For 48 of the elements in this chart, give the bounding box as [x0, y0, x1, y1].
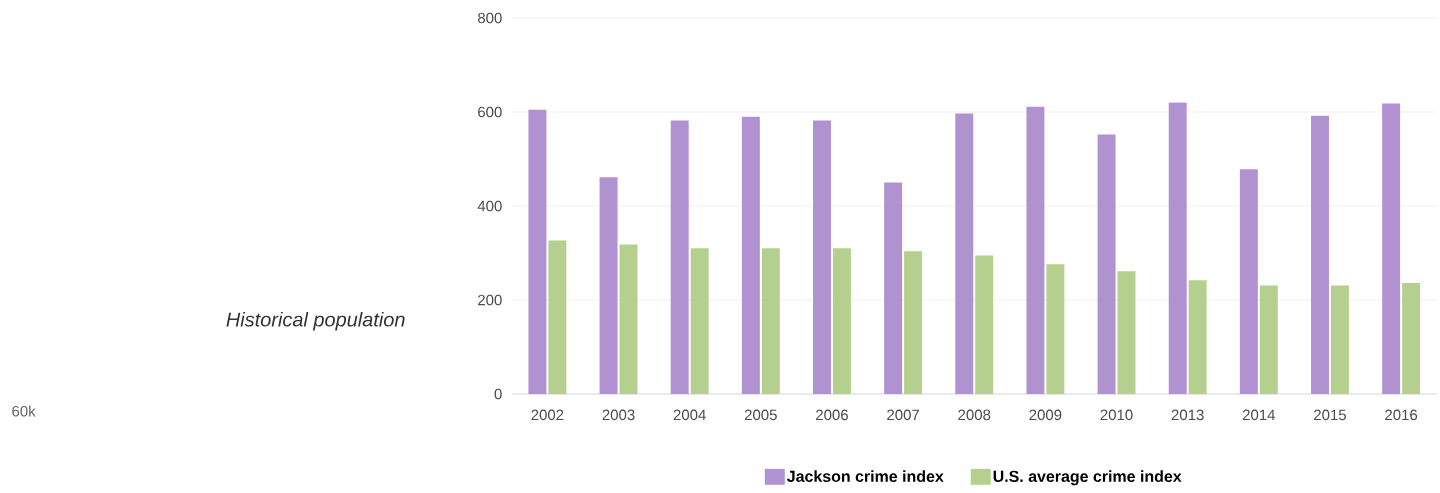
bar: [599, 177, 618, 395]
y-tick-label: 800: [478, 12, 502, 24]
x-tick-label: 2004: [673, 409, 706, 421]
bar: [832, 248, 851, 395]
legend-label: Jackson crime index: [787, 470, 944, 483]
x-tick-label: 2015: [1314, 409, 1346, 421]
bar: [741, 116, 760, 395]
bar: [528, 109, 547, 395]
bar: [1259, 285, 1278, 395]
text: 60k: [12, 405, 36, 417]
y-tick-label: 600: [478, 106, 502, 118]
legend-label: U.S. average crime index: [993, 470, 1182, 486]
bar: [1097, 134, 1116, 395]
y-tick-label: 400: [477, 200, 502, 212]
bar: [1239, 169, 1258, 395]
y-tick-label: 0: [494, 388, 502, 400]
x-tick-label: 2008: [958, 409, 991, 421]
bar: [1117, 271, 1136, 395]
bar: [761, 248, 780, 395]
bar: [1046, 264, 1065, 395]
bar: [813, 120, 831, 395]
x-tick-label: 2003: [602, 409, 635, 421]
bar: [884, 182, 903, 395]
bar: [548, 240, 567, 395]
x-tick-label: 2009: [1029, 409, 1062, 421]
x-tick-label: 2013: [1171, 409, 1204, 421]
x-tick-label: 2007: [887, 409, 919, 421]
bar: [670, 120, 689, 395]
bar: [1168, 102, 1187, 395]
x-tick-label: 2010: [1100, 409, 1133, 421]
bar: [975, 255, 994, 395]
bar: [1330, 285, 1349, 395]
x-tick-label: 2014: [1242, 409, 1276, 421]
y-tick-label: 200: [478, 294, 502, 306]
x-tick-label: 2016: [1385, 409, 1418, 421]
bar: [690, 248, 709, 395]
bar: [904, 251, 923, 395]
x-tick-label: 2006: [816, 409, 848, 421]
x-tick-label: 2002: [531, 409, 564, 421]
bar: [1402, 283, 1421, 395]
bar: [1188, 280, 1207, 395]
x-tick-label: 2005: [744, 409, 777, 421]
text: Historical population: [226, 312, 405, 331]
bar: [1026, 106, 1045, 395]
bar: [619, 244, 638, 395]
bar: [955, 113, 974, 395]
bar: [1311, 115, 1329, 395]
bar: [1382, 103, 1401, 395]
